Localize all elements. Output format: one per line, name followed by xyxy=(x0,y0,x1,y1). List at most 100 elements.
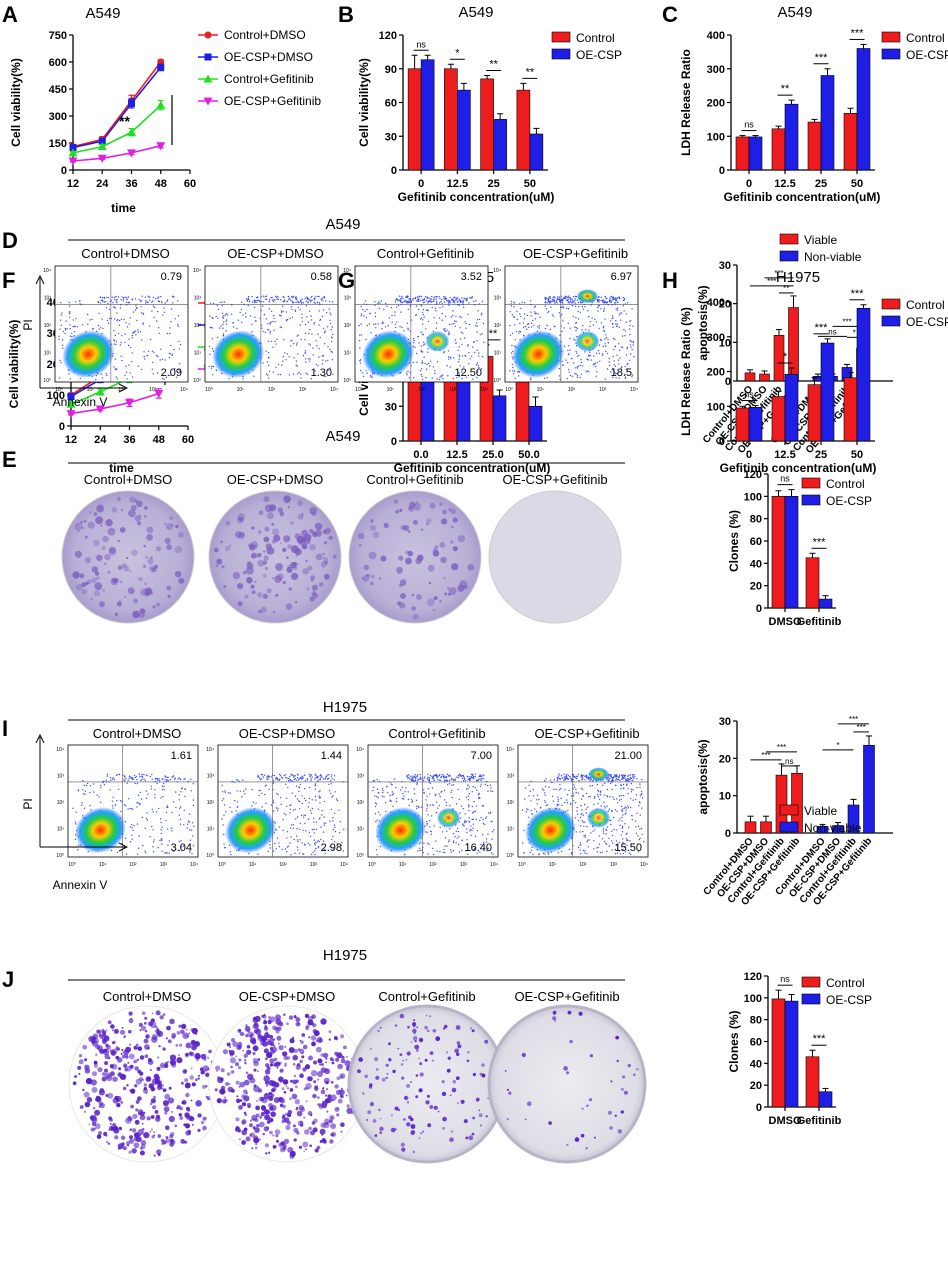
flow-event xyxy=(284,774,287,776)
colony xyxy=(294,548,302,556)
flow-event xyxy=(366,324,368,327)
flow-event xyxy=(574,802,577,804)
flow-event xyxy=(569,327,571,329)
flow-event xyxy=(314,298,316,301)
bar xyxy=(818,598,833,609)
flow-event xyxy=(472,827,474,829)
flow-event xyxy=(421,378,424,381)
flow-event xyxy=(154,306,156,309)
axis-tick-label: 10⁴ xyxy=(190,862,198,868)
flow-event xyxy=(441,374,444,376)
flow-event xyxy=(445,330,447,333)
bar xyxy=(748,136,763,171)
legend-label: Control xyxy=(906,298,945,312)
flow-event xyxy=(314,370,316,372)
flow-event xyxy=(582,774,584,777)
flow-event xyxy=(578,354,580,357)
flow-event xyxy=(451,796,453,799)
x-tick-label: 50.0 xyxy=(518,449,539,461)
colony xyxy=(289,521,294,525)
axis-tick-label: 10⁴ xyxy=(43,268,51,274)
significance-label: ns xyxy=(780,474,790,484)
axis-tick-label: 10³ xyxy=(494,296,502,302)
axis-tick-label: 10¹ xyxy=(57,827,65,833)
flow-event xyxy=(80,804,83,806)
flow-event xyxy=(332,373,334,376)
flow-event xyxy=(599,360,601,362)
flow-event xyxy=(289,808,291,810)
flow-event xyxy=(268,364,270,367)
flow-event xyxy=(606,850,608,852)
flow-event xyxy=(79,300,81,302)
flow-event xyxy=(126,378,128,380)
flow-event xyxy=(528,784,530,786)
flow-event xyxy=(598,299,601,301)
flow-event xyxy=(443,329,446,332)
flow-event xyxy=(470,773,473,776)
colony xyxy=(427,598,435,607)
flow-event xyxy=(606,795,608,797)
flow-event xyxy=(466,849,469,852)
colony xyxy=(85,581,89,585)
flow-event xyxy=(329,319,331,322)
colony xyxy=(320,582,324,585)
flow-event xyxy=(421,360,423,362)
flow-event xyxy=(616,852,619,854)
flow-event xyxy=(97,300,100,303)
flow-event xyxy=(528,795,530,797)
flow-event xyxy=(476,376,478,379)
axis-tick-label: 10¹ xyxy=(507,827,515,833)
data-point xyxy=(204,31,212,39)
flow-event xyxy=(273,329,275,331)
flow-event xyxy=(331,774,333,776)
flow-event xyxy=(258,794,260,797)
flow-event xyxy=(304,844,306,846)
flow-event xyxy=(149,836,151,838)
flow-event xyxy=(326,778,329,780)
flow-event xyxy=(297,334,299,336)
flow-event xyxy=(575,831,577,833)
flow-event xyxy=(623,807,626,809)
significance-label: *** xyxy=(815,322,829,334)
colony xyxy=(107,570,111,574)
flow-event xyxy=(600,300,602,302)
x-axis-label: time xyxy=(109,461,134,475)
flow-event xyxy=(444,296,446,298)
flow-event xyxy=(323,822,325,824)
flow-event xyxy=(134,782,136,785)
colony xyxy=(144,506,148,510)
flow-event xyxy=(299,822,301,824)
flow-event xyxy=(304,780,307,782)
flow-event xyxy=(477,779,479,781)
flow-event xyxy=(418,806,420,808)
flow-event xyxy=(296,798,299,800)
flow-event xyxy=(442,851,444,853)
flow-event xyxy=(247,297,250,299)
flow-event xyxy=(157,355,159,358)
flow-event xyxy=(458,851,461,853)
flow-event xyxy=(140,312,143,314)
flow-event xyxy=(322,831,325,833)
flow-event xyxy=(72,326,74,328)
flow-event xyxy=(115,376,118,378)
flow-event xyxy=(400,297,402,300)
flow-event xyxy=(123,804,126,806)
x-tick-label: 50 xyxy=(851,449,863,461)
flow-event xyxy=(145,852,147,854)
y-tick-label: 20 xyxy=(750,581,762,593)
flow-event xyxy=(145,300,147,302)
bar xyxy=(771,998,786,1108)
flow-event xyxy=(432,300,434,303)
flow-event xyxy=(585,812,588,814)
flow-event xyxy=(413,788,415,790)
flow-event xyxy=(394,299,397,301)
flow-event xyxy=(99,302,102,304)
flow-event xyxy=(418,297,420,299)
colony xyxy=(370,519,374,523)
colony xyxy=(273,534,281,542)
flow-event xyxy=(320,838,322,841)
flow-event xyxy=(622,777,624,779)
flow-event xyxy=(283,774,285,777)
axis-tick-label: 10³ xyxy=(160,862,168,868)
flow-event xyxy=(308,802,310,804)
